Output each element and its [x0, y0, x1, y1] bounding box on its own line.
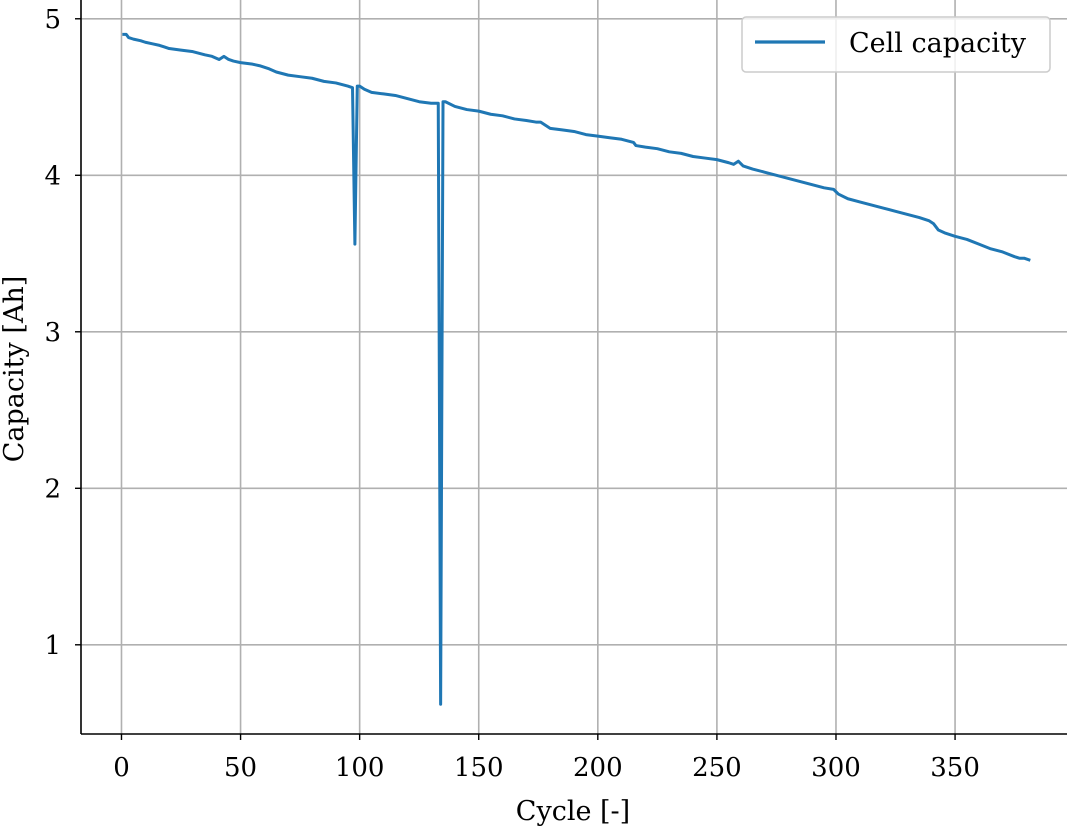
legend-label: Cell capacity — [849, 28, 1027, 59]
x-tick-label: 0 — [113, 753, 130, 783]
y-tick-label: 3 — [44, 318, 61, 348]
y-tick-label: 5 — [44, 5, 61, 35]
x-tick-label: 200 — [573, 753, 623, 783]
x-tick-label: 50 — [224, 753, 257, 783]
series-line-cell-capacity — [122, 32, 1031, 706]
y-tick-label: 2 — [44, 474, 61, 504]
x-tick-label: 300 — [811, 753, 861, 783]
x-tick-label: 150 — [454, 753, 504, 783]
x-tick-label: 250 — [692, 753, 742, 783]
legend: Cell capacity — [741, 16, 1051, 73]
series-layer — [122, 32, 1031, 706]
y-axis-label: Capacity [Ah] — [0, 276, 30, 463]
axes — [75, 0, 1067, 740]
y-tick-label: 1 — [44, 631, 61, 661]
x-tick-label: 100 — [335, 753, 385, 783]
legend-box — [741, 16, 1051, 73]
x-tick-label: 350 — [930, 753, 980, 783]
tick-labels: 0 50 100 150 200 250 300 350 1 2 3 4 5 — [44, 5, 979, 783]
x-axis-label: Cycle [-] — [516, 796, 630, 827]
y-tick-label: 4 — [44, 161, 61, 191]
grid — [81, 0, 1067, 734]
